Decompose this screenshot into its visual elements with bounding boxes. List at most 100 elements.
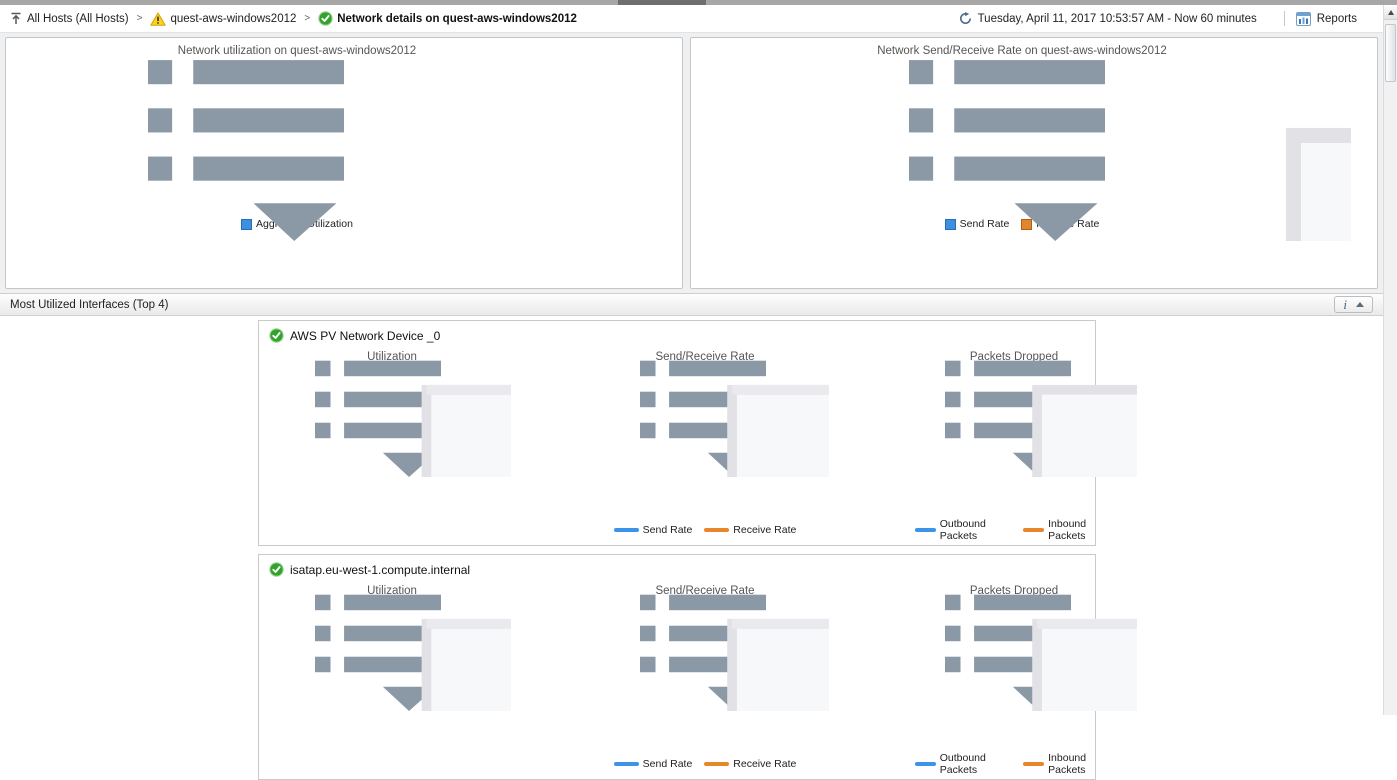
interface-name: AWS PV Network Device _0 — [290, 328, 441, 343]
chart-title: Send/Receive Rate — [655, 351, 755, 363]
chart-menu-icon[interactable]: 0.00006.0000E-4.00000.00120.00180.002410… — [0, 45, 1397, 780]
chart-utilization: Utilization0.0000.0010.0020.00310:4011:0… — [285, 581, 1397, 780]
legend-label: Inbound Packets — [1048, 518, 1087, 542]
section-content: AWS PV Network Device _0 Utilization0.00… — [0, 316, 1397, 780]
info-icon[interactable]: i — [1343, 297, 1347, 312]
divider — [1283, 11, 1285, 26]
chart-menu-icon[interactable]: 01020304010:3510:4510:5511:0511:1511:251… — [663, 45, 1397, 780]
scroll-up-icon — [1387, 9, 1394, 15]
chart-legend — [285, 755, 585, 773]
panel-network-utilization: Network utilization on quest-aws-windows… — [5, 37, 1397, 780]
chart-network-utilization: Network utilization on quest-aws-windows… — [6, 41, 1397, 780]
chart-send-receive-rate: Send/Receive Rate020406010:5511:1011:251… — [595, 347, 1397, 780]
chart-title: Network utilization on quest-aws-windows… — [177, 45, 417, 57]
browser-top-strip-segment — [618, 0, 706, 5]
legend-swatch — [613, 762, 639, 766]
legend-label: Receive Rate — [733, 758, 797, 770]
section-controls: i — [1334, 296, 1373, 313]
chart-packets-dropped: Packets Dropped0110:5511:0511:1511:2511:… — [905, 581, 1397, 780]
legend-item: Send Rate — [613, 524, 693, 536]
legend-item: Outbound Packets — [915, 752, 1011, 776]
breadcrumb-item[interactable]: quest-aws-windows2012 — [150, 12, 296, 26]
browser-top-strip — [0, 0, 1397, 5]
legend-swatch — [704, 762, 730, 766]
chart-menu-icon[interactable]: 0.01.02.010:4011:0011:2011:40n — [879, 351, 1397, 780]
interface-name: isatap.eu-west-1.compute.internal — [290, 562, 471, 577]
breadcrumb: All Hosts (All Hosts) > quest-aws-windows2… — [10, 11, 577, 26]
vertical-scrollbar[interactable] — [1383, 5, 1397, 715]
top-charts-row: Network utilization on quest-aws-windows… — [0, 33, 1397, 780]
warning-icon — [150, 12, 167, 26]
chart-title: Packets Dropped — [969, 351, 1059, 363]
legend-swatch — [915, 762, 936, 766]
chart-legend — [285, 521, 585, 539]
legend-swatch — [704, 528, 730, 532]
chart-menu-icon[interactable]: 0110:5511:0511:1511:2511:3511:45count — [879, 585, 1397, 780]
dashboard-main: Network utilization on quest-aws-windows… — [0, 33, 1397, 780]
legend-label: Send Rate — [642, 758, 693, 770]
legend-item: Receive Rate — [704, 758, 796, 770]
chart-title: Packets Dropped — [969, 585, 1059, 597]
reports-icon — [1295, 11, 1311, 26]
time-range-label[interactable]: Tuesday, April 11, 2017 10:53:57 AM - No… — [977, 12, 1257, 25]
breadcrumb-label: All Hosts (All Hosts) — [27, 12, 129, 25]
legend-label: Send Rate — [959, 218, 1010, 230]
legend-swatch — [915, 528, 936, 532]
chart-menu-icon[interactable]: 0110:5511:0511:1511:2511:3511:45b/s — [577, 585, 1397, 780]
legend-swatch — [241, 218, 253, 230]
chart-title: Send/Receive Rate — [655, 585, 755, 597]
breadcrumb-item[interactable]: Network details on quest-aws-windows2012 — [318, 11, 577, 26]
breadcrumb-separator: > — [136, 13, 143, 24]
status-ok-icon — [269, 328, 284, 343]
ok-icon — [318, 11, 333, 26]
chart-legend: Outbound Packets Inbound Packets — [915, 518, 1113, 542]
reports-label[interactable]: Reports — [1316, 12, 1357, 25]
legend-swatch — [944, 218, 956, 230]
chart-title: Network Send/Receive Rate on quest-aws-w… — [877, 45, 1167, 57]
breadcrumb-label: quest-aws-windows2012 — [170, 12, 297, 25]
chart-send-receive-rate: Send/Receive Rate 0110:5511:0511:1511:251… — [595, 581, 1397, 780]
chart-title: Utilization — [367, 585, 417, 597]
chart-title: Utilization — [367, 351, 417, 363]
chart-packets-dropped: Packets Dropped0.01.02.010:4011:0011:201… — [905, 347, 1397, 780]
hierarchy-icon[interactable] — [10, 12, 22, 25]
collapse-icon[interactable] — [1356, 302, 1364, 307]
chart-network-send-receive-rate: Network Send/Receive Rate on quest-aws-w… — [691, 41, 1397, 780]
legend-item: Send Rate — [944, 218, 1010, 230]
chart-legend: Send Rate Receive Rate — [605, 521, 805, 539]
chart-utilization: Utilization0.0000.01010:4011:0011:2011:4… — [285, 347, 1397, 780]
legend-label: Outbound Packets — [939, 752, 986, 776]
legend-item: Receive Rate — [704, 524, 796, 536]
chart-menu-icon[interactable]: 020406010:5511:1011:2511:40Kb/s — [577, 351, 1397, 780]
section-title: Most Utilized Interfaces (Top 4) — [10, 298, 169, 311]
legend-item: Send Rate — [613, 758, 693, 770]
legend-swatch — [613, 528, 639, 532]
interface-card: AWS PV Network Device _0 Utilization0.00… — [258, 320, 1397, 780]
legend-item: Inbound Packets — [1023, 752, 1113, 776]
legend-label: Receive Rate — [733, 524, 797, 536]
breadcrumb-label: Network details on quest-aws-windows2012 — [337, 12, 577, 25]
legend-swatch — [1021, 218, 1033, 230]
breadcrumb-bar: All Hosts (All Hosts) > quest-aws-windows2… — [0, 5, 1383, 33]
section-header: Most Utilized Interfaces (Top 4) i — [0, 293, 1383, 316]
time-range-icon — [959, 12, 972, 25]
chart-legend: Outbound Packets Inbound Packets — [915, 752, 1113, 776]
interface-card: isatap.eu-west-1.compute.internal Utiliz… — [258, 554, 1397, 780]
legend-label: Inbound Packets — [1048, 752, 1087, 776]
scrollbar-up-button[interactable] — [1384, 5, 1397, 20]
chart-legend: Send Rate Receive Rate — [605, 755, 805, 773]
scrollbar-thumb[interactable] — [1385, 24, 1396, 82]
breadcrumb-separator: > — [304, 13, 311, 24]
legend-item: Outbound Packets — [915, 518, 1011, 542]
legend-item: Inbound Packets — [1023, 518, 1113, 542]
legend-swatch — [1023, 762, 1045, 766]
breadcrumb-item[interactable]: All Hosts (All Hosts) — [27, 13, 129, 25]
legend-label: Outbound Packets — [939, 518, 986, 542]
chart-menu-icon[interactable]: 0.0000.0010.0020.00310:4011:0011:2011:40… — [245, 585, 1397, 780]
legend-label: Send Rate — [642, 524, 693, 536]
time-and-reports-bar: Tuesday, April 11, 2017 10:53:57 AM - No… — [959, 11, 1373, 26]
panel-send-receive-rate: Network Send/Receive Rate on quest-aws-w… — [690, 37, 1397, 780]
status-ok-icon — [269, 562, 284, 577]
legend-swatch — [1023, 528, 1045, 532]
chart-menu-icon[interactable]: 0.0000.01010:4011:0011:2011:4012:00% — [245, 351, 1397, 780]
